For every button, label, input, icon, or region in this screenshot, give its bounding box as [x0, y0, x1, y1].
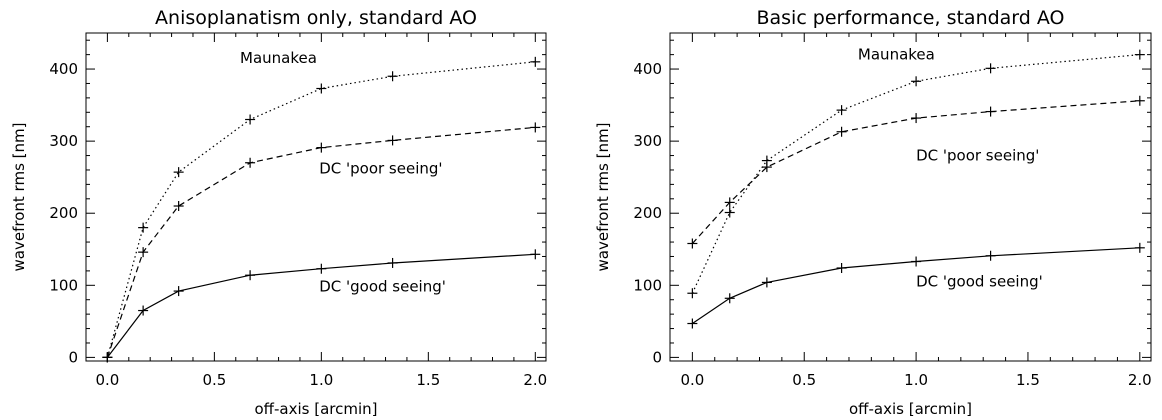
series-label: Maunakea: [858, 46, 935, 64]
chart-title: Anisoplanatism only, standard AO: [155, 7, 477, 29]
y-axis-label: wavefront rms [nm]: [10, 123, 28, 272]
series-label: Maunakea: [240, 49, 317, 67]
chart-title: Basic performance, standard AO: [756, 7, 1064, 29]
chart-basic-performance: Basic performance, standard AO off-axis […: [594, 7, 1152, 418]
x-tick-label: 1.5: [1016, 371, 1040, 389]
x-tick-label: 2.0: [523, 371, 547, 389]
y-axis-label: wavefront rms [nm]: [594, 123, 612, 272]
x-tick-label: 0.5: [792, 371, 816, 389]
y-tick-label: 400: [633, 60, 662, 78]
x-tick-label: 2.0: [1128, 371, 1152, 389]
y-tick-label: 300: [633, 132, 662, 150]
y-tick-label: 200: [49, 204, 78, 222]
x-axis-label: off-axis [arcmin]: [849, 400, 972, 418]
x-axis-label: off-axis [arcmin]: [254, 400, 377, 418]
plot-frame: [669, 32, 1152, 362]
series-line-0: [106, 61, 536, 358]
y-tick-label: 200: [633, 204, 662, 222]
plot-frame: [85, 32, 547, 362]
chart-anisoplanatism: Anisoplanatism only, standard AO off-axis…: [10, 7, 547, 418]
x-tick-label: 0.0: [95, 371, 119, 389]
x-tick-label: 1.0: [309, 371, 333, 389]
y-tick-label: 0: [652, 348, 662, 366]
series-label: DC 'good seeing': [916, 273, 1043, 291]
x-tick-label: 1.5: [416, 371, 440, 389]
series-label: DC 'good seeing': [319, 278, 446, 296]
y-tick-label: 100: [633, 276, 662, 294]
x-tick-label: 1.0: [904, 371, 928, 389]
y-tick-label: 300: [49, 132, 78, 150]
series-label: DC 'poor seeing': [916, 147, 1039, 165]
y-tick-label: 100: [49, 276, 78, 294]
y-tick-label: 0: [68, 348, 78, 366]
x-tick-label: 0.0: [680, 371, 704, 389]
x-tick-label: 0.5: [202, 371, 226, 389]
y-tick-label: 400: [49, 60, 78, 78]
series-label: DC 'poor seeing': [319, 160, 442, 178]
